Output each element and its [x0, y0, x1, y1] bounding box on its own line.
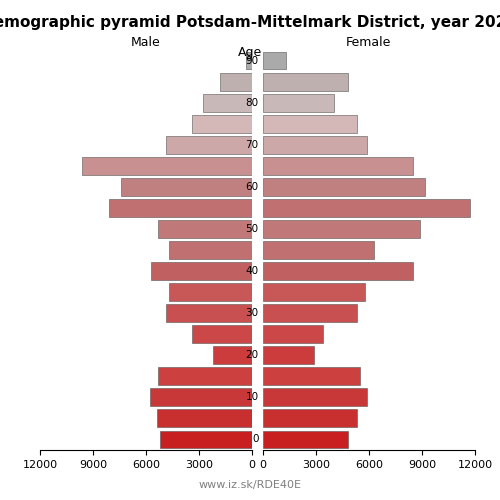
- Bar: [166, 136, 252, 154]
- Bar: [246, 52, 252, 70]
- Text: www.iz.sk/RDE40E: www.iz.sk/RDE40E: [198, 480, 302, 490]
- Bar: [214, 346, 252, 364]
- Bar: [122, 178, 252, 196]
- Bar: [263, 72, 347, 90]
- Bar: [263, 178, 426, 196]
- Bar: [263, 199, 470, 217]
- Bar: [156, 410, 252, 428]
- Bar: [263, 283, 366, 301]
- Bar: [220, 72, 252, 90]
- Bar: [263, 114, 356, 132]
- Text: 20: 20: [246, 350, 258, 360]
- Text: 30: 30: [246, 308, 258, 318]
- Bar: [152, 262, 252, 280]
- Text: 50: 50: [246, 224, 258, 234]
- Text: 0: 0: [252, 434, 258, 444]
- Text: 90: 90: [246, 56, 258, 66]
- Text: 80: 80: [246, 98, 258, 108]
- Bar: [263, 304, 356, 322]
- Text: 70: 70: [246, 140, 258, 149]
- Bar: [158, 368, 252, 386]
- Bar: [202, 94, 252, 112]
- Bar: [169, 283, 252, 301]
- Bar: [263, 220, 420, 238]
- Text: demographic pyramid Potsdam-Mittelmark District, year 2022: demographic pyramid Potsdam-Mittelmark D…: [0, 15, 500, 30]
- Title: Female: Female: [346, 36, 392, 49]
- Bar: [263, 368, 360, 386]
- Bar: [166, 304, 252, 322]
- Bar: [263, 136, 367, 154]
- Bar: [263, 94, 334, 112]
- Bar: [158, 220, 252, 238]
- Text: 60: 60: [246, 182, 258, 192]
- Bar: [263, 430, 347, 448]
- Bar: [109, 199, 252, 217]
- Bar: [160, 430, 252, 448]
- Bar: [263, 241, 374, 259]
- Bar: [263, 410, 356, 428]
- Bar: [263, 326, 323, 343]
- Bar: [263, 52, 286, 70]
- Bar: [263, 346, 314, 364]
- Bar: [263, 157, 413, 174]
- Bar: [192, 114, 252, 132]
- Bar: [169, 241, 252, 259]
- Bar: [263, 262, 413, 280]
- Text: 40: 40: [246, 266, 258, 276]
- Bar: [263, 388, 367, 406]
- Title: Male: Male: [131, 36, 161, 49]
- Text: 10: 10: [246, 392, 258, 402]
- Text: Age: Age: [238, 46, 262, 59]
- Bar: [82, 157, 252, 174]
- Bar: [192, 326, 252, 343]
- Bar: [150, 388, 252, 406]
